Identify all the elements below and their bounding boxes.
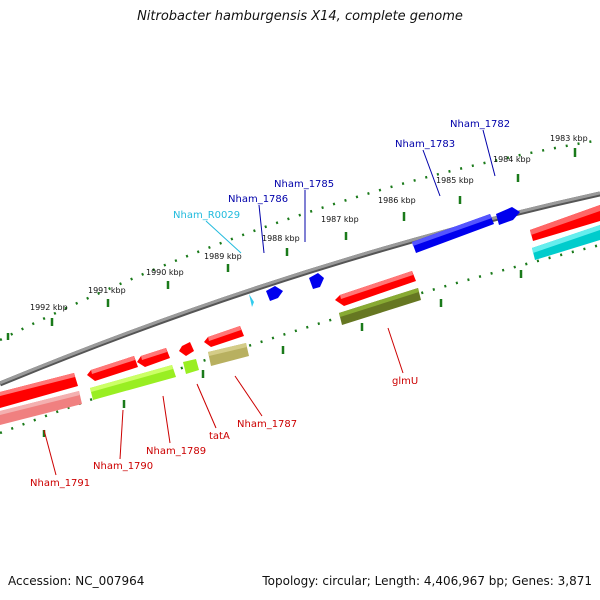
cds-blue-small-2 <box>266 286 283 301</box>
gene-label-nham-1787: Nham_1787 <box>237 419 297 430</box>
gene-label-nham-1783: Nham_1783 <box>395 139 455 150</box>
tick-label-1984: 1984 kbp <box>493 155 531 164</box>
cds-red-1791 <box>0 373 78 408</box>
tick-label-1992: 1992 kbp <box>30 303 68 312</box>
cds-lime-tata <box>183 359 199 374</box>
tick-label-1991: 1991 kbp <box>88 286 126 295</box>
gene-label-tata: tatA <box>209 431 230 442</box>
gene-label-nham-1785: Nham_1785 <box>274 179 334 190</box>
lower-tick-track <box>0 243 600 435</box>
tick-label-1987: 1987 kbp <box>321 215 359 224</box>
lower-major-ticks <box>42 270 523 437</box>
gene-label-nham-1782: Nham_1782 <box>450 119 510 130</box>
gene-label-nham-1789: Nham_1789 <box>146 446 206 457</box>
gene-label-nham-1790: Nham_1790 <box>93 461 153 472</box>
topology-text: Topology: circular; Length: 4,406,967 bp… <box>262 574 592 588</box>
accession-text: Accession: NC_007964 <box>8 574 145 588</box>
upper-tick-track <box>0 138 600 342</box>
tick-labels: 1983 kbp 1984 kbp 1985 kbp 1986 kbp 1987… <box>30 134 588 312</box>
trna-cyan <box>249 294 254 307</box>
map-title: Nitrobacter hamburgensis X14, complete g… <box>137 9 463 24</box>
gene-label-glmu: glmU <box>392 376 418 387</box>
tick-label-1988: 1988 kbp <box>262 234 300 243</box>
tick-label-1983: 1983 kbp <box>550 134 588 143</box>
upper-major-ticks <box>6 148 577 340</box>
gene-label-nham-1791: Nham_1791 <box>30 478 90 489</box>
gene-label-nham-1786: Nham_1786 <box>228 194 288 205</box>
tick-label-1986: 1986 kbp <box>378 196 416 205</box>
cds-blue-small-1 <box>309 273 324 289</box>
tick-label-1989: 1989 kbp <box>204 252 242 261</box>
leader-lines <box>43 129 496 476</box>
forward-features <box>249 205 600 307</box>
tick-label-1985: 1985 kbp <box>436 176 474 185</box>
gene-labels: Nham_1782 Nham_1783 Nham_1785 Nham_1786 … <box>30 119 510 489</box>
gene-label-nham-r0029: Nham_R0029 <box>173 210 240 221</box>
reverse-features <box>0 271 421 425</box>
cds-red-tata <box>179 342 194 356</box>
cds-blue-arrow-1 <box>496 207 520 225</box>
tick-label-1990: 1990 kbp <box>146 268 184 277</box>
